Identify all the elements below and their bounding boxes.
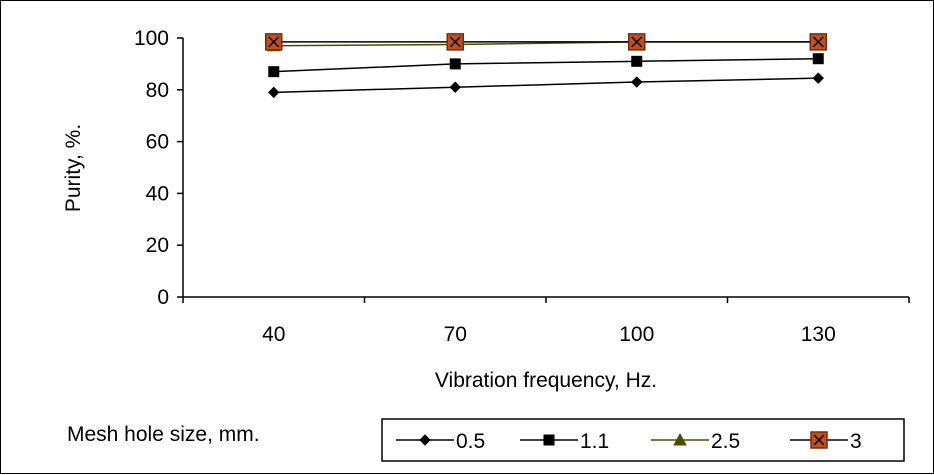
legend-swatch-marker — [673, 432, 687, 446]
y-axis-title: Purity, %. — [62, 124, 85, 212]
data-point — [449, 58, 461, 70]
data-point — [812, 53, 824, 65]
series-line — [273, 77, 819, 94]
data-point — [812, 72, 824, 84]
legend-label: 2.5 — [711, 430, 740, 453]
y-tick-label: 40 — [146, 182, 169, 205]
data-point — [265, 33, 283, 51]
x-tick-label: 130 — [801, 323, 836, 346]
axes: 0 20 40 60 80 100 40 70 100 130 — [134, 27, 910, 346]
y-tick-label: 80 — [146, 79, 169, 102]
data-point — [449, 81, 461, 93]
y-tick-label: 60 — [146, 131, 169, 154]
legend-label: 3 — [850, 430, 862, 453]
data-point — [446, 33, 464, 51]
legend-swatch-marker — [810, 431, 828, 449]
series-line — [273, 57, 819, 73]
y-tick-label: 100 — [134, 27, 169, 50]
series-2-5 — [266, 34, 826, 52]
x-tick-label: 70 — [444, 323, 467, 346]
x-tick-label: 100 — [619, 323, 654, 346]
series-3 — [265, 33, 827, 51]
legend-entry-3: 3 — [790, 430, 862, 453]
legend-entry-0-5: 0.5 — [396, 430, 485, 453]
series-1-1 — [268, 53, 824, 78]
legend-swatch-marker — [419, 434, 431, 446]
marker-cross — [631, 36, 643, 48]
data-point — [268, 86, 280, 99]
data-point — [628, 33, 646, 51]
series-0-5 — [268, 72, 824, 99]
legend-entry-2-5: 2.5 — [651, 430, 740, 453]
legend-entry-1-1: 1.1 — [520, 430, 609, 453]
marker-cross — [813, 434, 825, 446]
legend-swatch-marker — [543, 434, 555, 446]
y-tick-label: 20 — [146, 234, 169, 257]
data-point — [631, 55, 643, 67]
y-tick-label: 0 — [157, 286, 169, 309]
legend-label: 0.5 — [456, 430, 485, 453]
data-point — [631, 76, 643, 88]
plot-area — [265, 33, 827, 99]
data-point — [809, 33, 827, 51]
legend-title: Mesh hole size, mm. — [67, 423, 260, 446]
data-point — [268, 66, 280, 78]
legend: 0.5 1.1 2.5 3 — [381, 418, 905, 462]
x-tick-label: 40 — [262, 323, 285, 346]
marker-cross — [268, 36, 280, 48]
marker-cross — [812, 36, 824, 48]
marker-cross — [449, 36, 461, 48]
x-axis-title: Vibration frequency, Hz. — [435, 369, 657, 392]
legend-label: 1.1 — [580, 430, 609, 453]
